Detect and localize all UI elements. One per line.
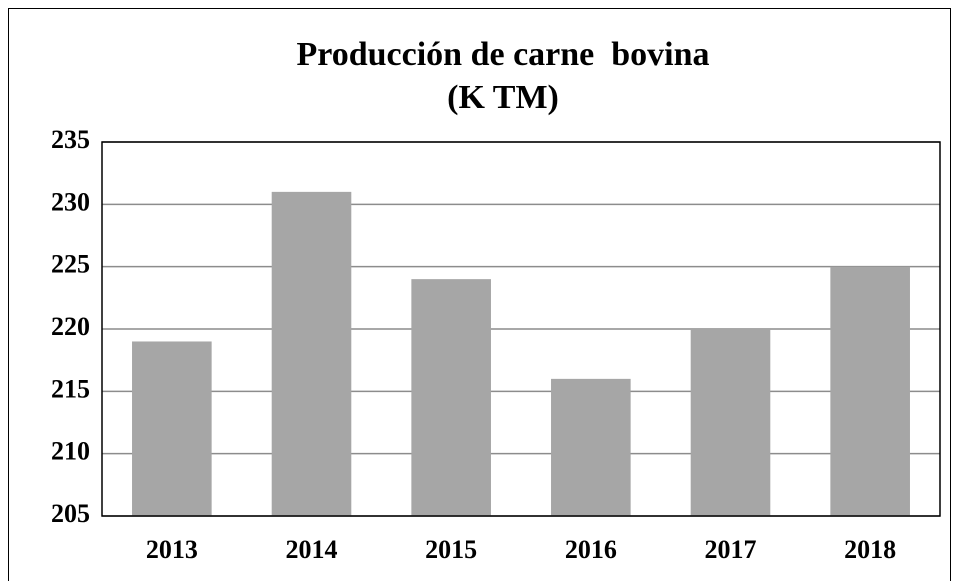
x-tick-label: 2016 [565, 535, 617, 564]
y-tick-label: 235 [51, 125, 90, 154]
y-tick-label: 210 [51, 437, 90, 466]
bar [411, 279, 491, 516]
bar [830, 266, 910, 516]
x-tick-label: 2014 [286, 535, 338, 564]
chart-title: (K TM) [447, 79, 559, 116]
y-tick-label: 215 [51, 374, 90, 403]
y-tick-label: 230 [51, 187, 90, 216]
chart-title: Producción de carne bovina [296, 36, 709, 73]
x-tick-label: 2018 [844, 535, 896, 564]
y-tick-label: 220 [51, 312, 90, 341]
bar [271, 191, 352, 516]
bar [690, 329, 771, 516]
plot-border [101, 141, 941, 517]
x-tick-label: 2013 [146, 535, 198, 564]
x-tick-label: 2015 [425, 535, 477, 564]
x-tick-label: 2017 [705, 535, 757, 564]
y-tick-label: 205 [51, 499, 90, 528]
bar [132, 341, 212, 516]
bar [551, 378, 631, 516]
y-tick-label: 225 [51, 250, 90, 279]
